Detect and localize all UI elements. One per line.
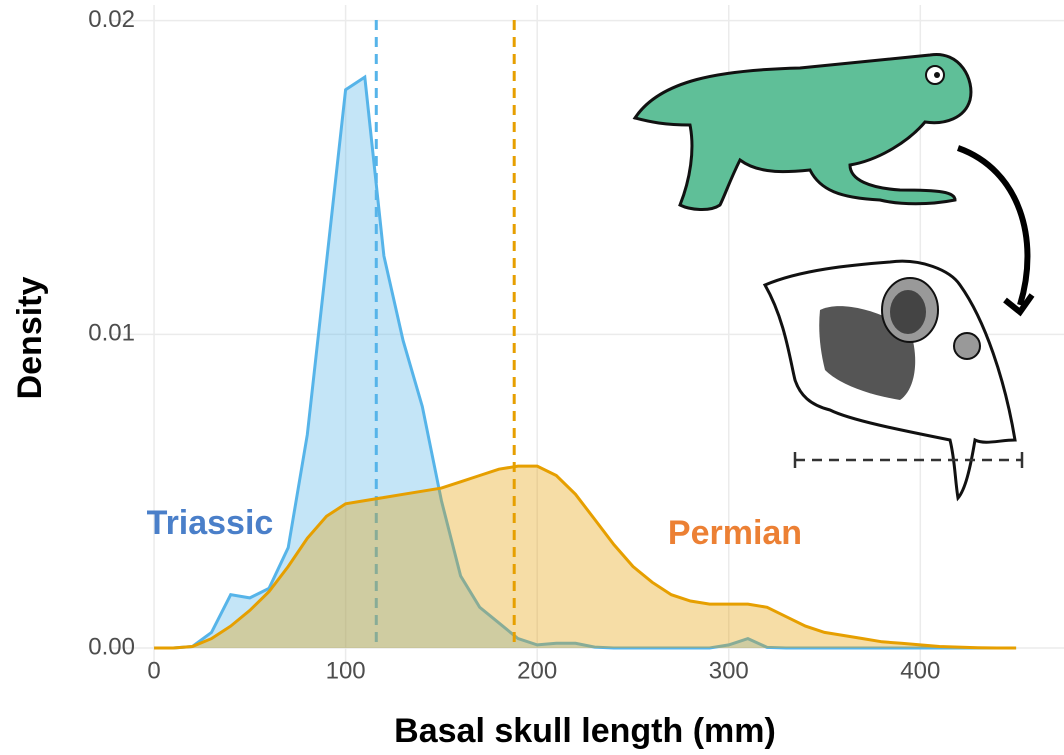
series-label: Triassic bbox=[147, 504, 274, 542]
series-label: Permian bbox=[668, 514, 802, 552]
x-tick-label: 400 bbox=[900, 657, 940, 684]
skull-nostril bbox=[954, 333, 980, 359]
creature-pupil bbox=[934, 72, 940, 78]
y-axis-title: Density bbox=[11, 277, 49, 400]
x-tick-label: 0 bbox=[147, 657, 160, 684]
chart: Basal skull length (mm) Density 0.00 0.01… bbox=[0, 0, 1064, 755]
y-tick-label: 0.01 bbox=[88, 320, 135, 347]
skull-orbit-inner bbox=[890, 290, 926, 334]
y-tick-label: 0.00 bbox=[88, 633, 135, 660]
y-tick-label: 0.02 bbox=[88, 6, 135, 33]
x-tick-label: 100 bbox=[326, 657, 366, 684]
x-tick-label: 200 bbox=[517, 657, 557, 684]
x-axis-title: Basal skull length (mm) bbox=[394, 712, 776, 750]
x-tick-label: 300 bbox=[709, 657, 749, 684]
